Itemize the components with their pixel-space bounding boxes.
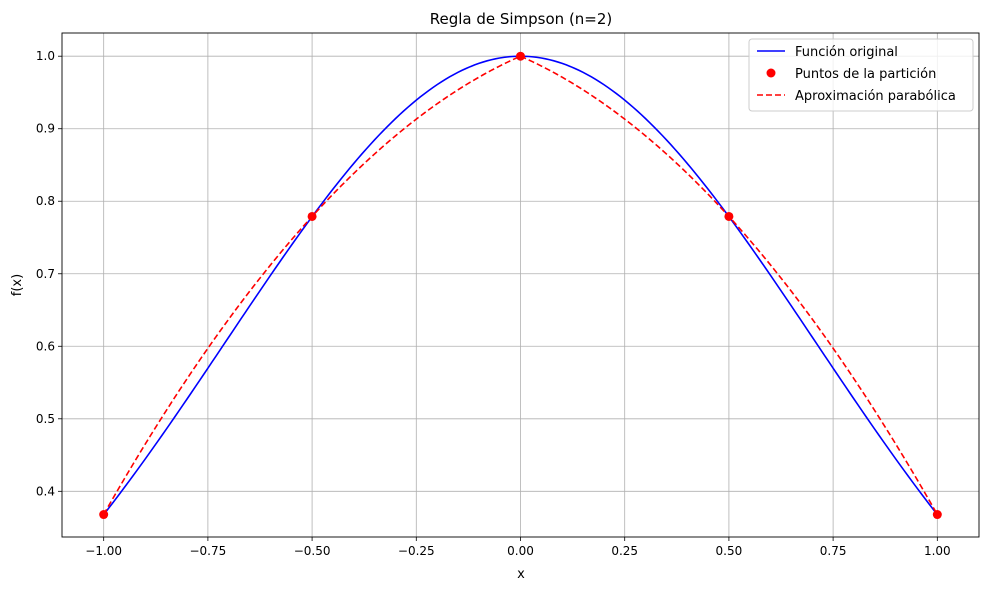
legend: Función original Puntos de la partición …: [748, 38, 974, 112]
plot-series: [99, 51, 942, 520]
legend-swatch-points: [766, 68, 776, 78]
partition-point: [99, 510, 109, 520]
legend-label-original: Función original: [795, 45, 898, 60]
y-tick-label: 0.8: [36, 194, 55, 208]
y-tick-label: 0.5: [36, 412, 55, 426]
x-tick-label: 1.00: [924, 544, 951, 558]
legend-label-parabolic: Aproximación parabólica: [795, 89, 956, 104]
x-tick-label: −0.25: [398, 544, 435, 558]
y-tick-label: 0.6: [36, 339, 55, 353]
legend-box: [748, 38, 974, 112]
chart-title: Regla de Simpson (n=2): [430, 10, 613, 28]
x-axis-label: x: [517, 567, 525, 582]
x-tick-label: 0.75: [820, 544, 847, 558]
y-tick-label: 0.9: [36, 122, 55, 136]
x-tick-label: 0.25: [611, 544, 638, 558]
y-tick-label: 0.4: [36, 484, 55, 498]
y-tick-label: 1.0: [36, 49, 55, 63]
x-tick-label: −0.50: [294, 544, 331, 558]
partition-point: [516, 51, 525, 61]
x-tick-label: −0.75: [189, 544, 226, 558]
partition-point: [932, 510, 942, 520]
y-axis: 0.4 0.5 0.6 0.7 0.8 0.9 1.0: [36, 49, 62, 498]
x-tick-label: 0.50: [716, 544, 743, 558]
partition-point: [307, 211, 317, 221]
legend-label-points: Puntos de la partición: [795, 67, 936, 82]
x-tick-label: −1.00: [85, 544, 122, 558]
y-tick-label: 0.7: [36, 267, 55, 281]
y-axis-label: f(x): [10, 274, 25, 296]
x-tick-label: 0.00: [507, 544, 534, 558]
x-axis: −1.00 −0.75 −0.50 −0.25 0.00 0.25 0.50 0.75 1.00: [85, 537, 951, 558]
partition-point: [724, 211, 734, 221]
grid: [62, 33, 979, 537]
